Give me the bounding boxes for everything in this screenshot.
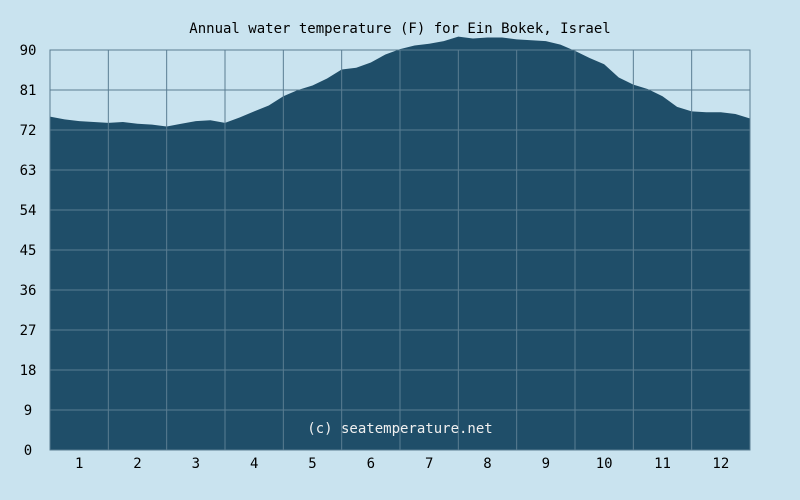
x-tick-label: 11 xyxy=(654,456,671,472)
x-tick-label: 5 xyxy=(308,456,316,472)
x-tick-label: 9 xyxy=(542,456,550,472)
chart-title: Annual water temperature (F) for Ein Bok… xyxy=(189,21,610,37)
y-tick-label: 36 xyxy=(20,283,37,299)
x-axis-ticks: 1 2 3 4 5 6 7 8 9 10 11 12 xyxy=(75,456,729,472)
x-tick-label: 7 xyxy=(425,456,433,472)
x-tick-label: 8 xyxy=(483,456,491,472)
watermark-text: (c) seatemperature.net xyxy=(307,421,492,437)
y-tick-label: 45 xyxy=(20,243,37,259)
plot-frame xyxy=(49,49,751,451)
y-tick-label: 81 xyxy=(20,83,37,99)
y-tick-label: 72 xyxy=(20,123,37,139)
y-tick-label: 54 xyxy=(20,203,37,219)
y-tick-label: 90 xyxy=(20,43,37,59)
y-tick-label: 9 xyxy=(24,403,32,419)
x-tick-label: 2 xyxy=(133,456,141,472)
x-tick-label: 4 xyxy=(250,456,258,472)
x-tick-label: 1 xyxy=(75,456,83,472)
y-tick-label: 18 xyxy=(20,363,37,379)
x-tick-label: 3 xyxy=(192,456,200,472)
y-tick-label: 0 xyxy=(24,443,32,459)
x-tick-label: 10 xyxy=(596,456,613,472)
y-axis-ticks: 0 9 18 27 36 45 54 63 72 81 90 xyxy=(20,43,37,459)
y-tick-label: 27 xyxy=(20,323,37,339)
x-tick-label: 6 xyxy=(367,456,375,472)
y-tick-label: 63 xyxy=(20,163,37,179)
x-tick-label: 12 xyxy=(712,456,729,472)
